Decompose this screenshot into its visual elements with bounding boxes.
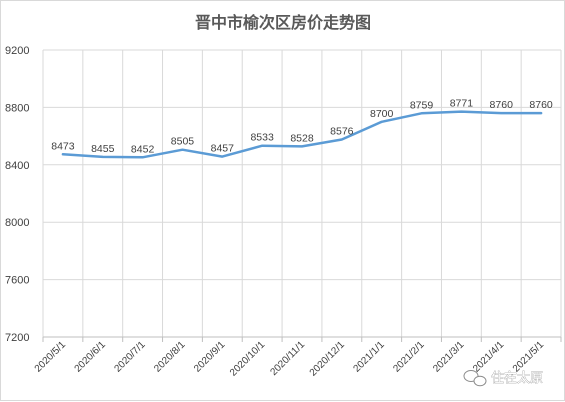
grid [42, 49, 562, 342]
data-label: 8759 [410, 99, 434, 111]
y-axis-ticks: 7200 7600 8000 8400 8800 9200 [5, 45, 29, 344]
y-tick-label: 7200 [5, 332, 29, 344]
x-tick-label: 2020/11/1 [268, 339, 307, 378]
series-line [61, 110, 543, 159]
x-tick-label: 2020/10/1 [228, 339, 268, 379]
data-label: 8452 [131, 143, 155, 155]
x-tick-label: 2020/8/1 [152, 339, 188, 375]
data-label: 8700 [370, 108, 394, 120]
data-labels: 8473 8455 8452 8505 8457 8533 8528 8576 8700 8759… [51, 98, 553, 156]
data-label: 8533 [250, 132, 274, 144]
data-label: 8505 [171, 136, 195, 148]
x-tick-label: 2020/6/1 [73, 339, 109, 375]
x-tick-label: 2020/9/1 [192, 339, 228, 375]
x-tick-label: 2020/12/1 [308, 339, 348, 379]
data-label: 8528 [290, 132, 314, 144]
data-label: 8455 [91, 143, 115, 155]
data-label: 8576 [330, 126, 354, 138]
x-tick-label: 2021/3/1 [431, 339, 467, 375]
watermark: 住在太原 [463, 370, 543, 387]
y-tick-label: 8400 [5, 160, 29, 172]
chart-title: 晋中市榆次区房价走势图 [195, 13, 371, 32]
x-tick-label: 2021/2/1 [391, 339, 427, 375]
data-label: 8457 [211, 143, 235, 155]
series [61, 110, 543, 159]
y-tick-label: 7600 [5, 275, 29, 287]
y-tick-label: 9200 [5, 45, 29, 57]
x-tick-label: 2021/1/1 [352, 339, 388, 375]
data-label: 8760 [490, 99, 514, 111]
wechat-icon [463, 370, 487, 387]
x-tick-label: 2020/5/1 [33, 339, 69, 375]
data-label: 8473 [51, 140, 75, 152]
data-label: 8760 [529, 99, 553, 111]
y-tick-label: 8000 [5, 217, 29, 229]
x-tick-label: 2020/7/1 [112, 339, 148, 375]
watermark-text: 住在太原 [491, 371, 543, 386]
data-label: 8771 [450, 98, 474, 110]
x-tick-label: 2021/4/1 [471, 339, 507, 375]
y-tick-label: 8800 [5, 102, 29, 114]
x-tick-label: 2021/5/1 [511, 339, 547, 375]
